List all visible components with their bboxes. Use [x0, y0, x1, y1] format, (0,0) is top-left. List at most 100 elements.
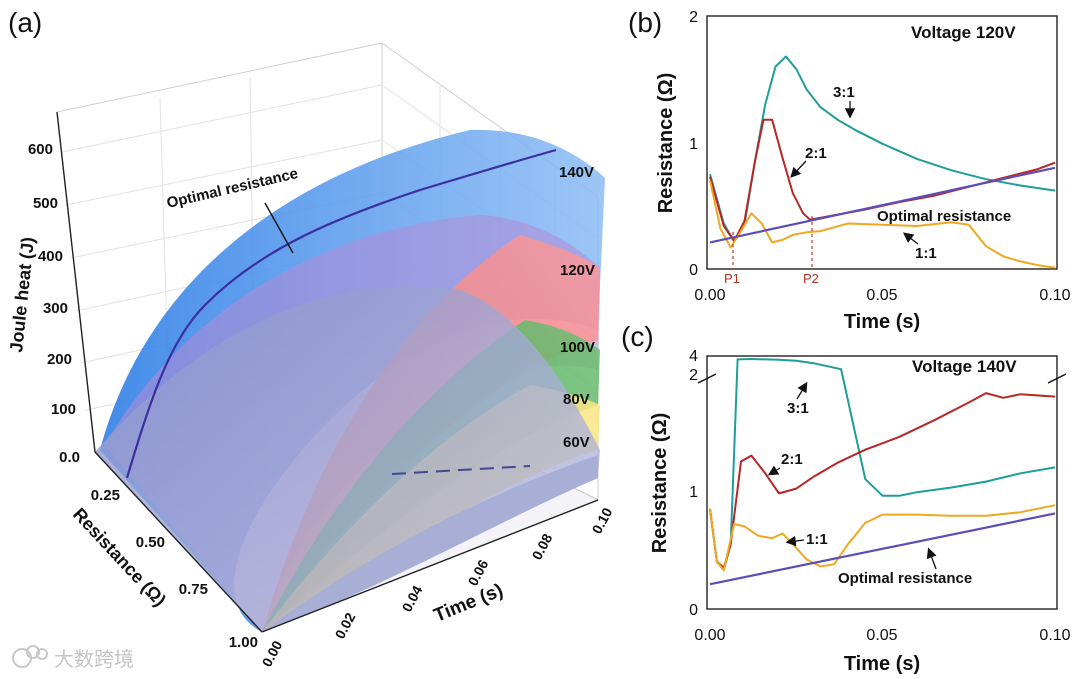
series-line-optimal-resistance	[709, 166, 1056, 244]
y-tick: 0	[689, 262, 698, 279]
surface-labels: 140V 120V 100V 80V 60V	[559, 164, 595, 451]
title-c: Voltage 140V	[912, 357, 1017, 376]
optimal-resistance-dash	[391, 465, 531, 475]
r-tick: 0.50	[136, 534, 165, 551]
series-group-b	[709, 55, 1056, 269]
series-line-3-1	[709, 358, 1056, 572]
panel-c: (c) 0 1 2 4 0.00 0.05 0.10 Time (s) Resi…	[621, 321, 1071, 675]
watermark-text: 大数跨境	[54, 648, 134, 671]
arrow-3-1	[796, 381, 808, 400]
series-group-c	[709, 358, 1056, 586]
series-line-2-1	[709, 392, 1056, 569]
z-tick: 400	[38, 248, 63, 265]
z-tick: 600	[28, 141, 53, 158]
label-100v: 100V	[560, 339, 595, 356]
plot-frame-b	[706, 15, 1058, 270]
z-ticks: 0.0 100 200 300 400 500 600	[28, 141, 80, 466]
panel-a: 0.0 100 200 300 400 500 600 0.25 0.50 0.…	[6, 7, 615, 669]
arrow-1-1	[902, 232, 919, 245]
label-140v: 140V	[559, 164, 594, 181]
x-ticks-b: 0.00 0.05 0.10	[694, 287, 1070, 304]
x-tick: 0.00	[694, 627, 725, 644]
r-tick: 0.75	[179, 581, 208, 598]
axis-resistance	[94, 451, 263, 633]
weibo-icon	[12, 645, 48, 668]
series-label-optimal: Optimal resistance	[838, 570, 972, 587]
markers-b: P1 P2	[724, 216, 819, 286]
y-tick: 0	[689, 602, 698, 619]
optimal-resistance-curve	[125, 148, 557, 479]
axis-z	[56, 111, 96, 453]
series-label-2-1: 2:1	[781, 451, 803, 468]
x-tick: 0.10	[1039, 287, 1070, 304]
panel-label-b: (b)	[628, 7, 662, 38]
x-tick: 0.00	[694, 287, 725, 304]
panel-label-a: (a)	[8, 7, 42, 38]
series-line-optimal-resistance	[709, 512, 1056, 586]
y-tick: 2	[689, 367, 698, 384]
y-tick: 1	[689, 484, 698, 501]
title-b: Voltage 120V	[911, 23, 1016, 42]
y-axis-label-b: Resistance (Ω)	[655, 73, 677, 214]
y-axis-label-c: Resistance (Ω)	[649, 413, 671, 554]
time-axis-label: Time (s)	[431, 580, 506, 627]
axis-time	[261, 499, 599, 633]
series-label-3-1: 3:1	[833, 84, 855, 101]
z-tick: 500	[33, 195, 58, 212]
t-tick: 0.04	[399, 583, 426, 615]
marker-p1: P1	[724, 271, 740, 286]
surface-60v	[95, 286, 600, 632]
z-tick: 200	[47, 351, 72, 368]
x-tick: 0.05	[866, 287, 897, 304]
z-tick: 100	[51, 401, 76, 418]
r-tick: 1.00	[229, 634, 258, 651]
x-tick: 0.10	[1039, 627, 1070, 644]
axis-break-c	[697, 373, 1067, 384]
resistance-ticks: 0.25 0.50 0.75 1.00	[91, 487, 258, 651]
y-tick: 4	[689, 348, 698, 365]
y-tick: 2	[689, 9, 698, 26]
x-axis-label-b: Time (s)	[844, 311, 920, 333]
label-60v: 60V	[563, 434, 590, 451]
arrow-optimal	[926, 547, 937, 570]
series-label-optimal: Optimal resistance	[877, 208, 1011, 225]
panel-label-c: (c)	[621, 321, 654, 352]
z-axis-label: Joule heat (J)	[6, 236, 38, 353]
break-left	[697, 373, 717, 384]
watermark: 大数跨境	[12, 645, 134, 671]
t-tick: 0.02	[332, 610, 359, 642]
series-label-3-1: 3:1	[787, 400, 809, 417]
arrow-1-1	[785, 535, 805, 547]
arrow-2-1	[790, 160, 807, 178]
arrow-2-1	[767, 465, 781, 476]
annotation-arrow	[264, 202, 294, 254]
label-120v: 120V	[560, 262, 595, 279]
z-tick: 0.0	[59, 449, 80, 466]
x-axis-label-c: Time (s)	[844, 653, 920, 675]
y-ticks-b: 0 1 2	[689, 9, 698, 279]
break-right	[1047, 373, 1067, 384]
surface-60v-top	[262, 455, 598, 632]
x-tick: 0.05	[866, 627, 897, 644]
panel-b: (b) P1 P2 0 1 2 0.00 0.05 0.10 Time (s) …	[628, 7, 1071, 333]
y-ticks-c: 0 1 2 4	[689, 348, 698, 619]
t-tick: 0.10	[589, 505, 616, 537]
label-80v: 80V	[563, 391, 590, 408]
series-line-1-1	[709, 180, 1056, 269]
legend-b: 3:1 2:1 Optimal resistance 1:1	[790, 84, 1011, 262]
z-tick: 300	[43, 300, 68, 317]
t-tick: 0.00	[259, 638, 286, 670]
series-label-1-1: 1:1	[806, 531, 828, 548]
series-label-2-1: 2:1	[805, 145, 827, 162]
resistance-axis-label: Resistance (Ω)	[69, 504, 170, 610]
legend-c: 3:1 2:1 1:1 Optimal resistance	[767, 381, 972, 587]
series-label-1-1: 1:1	[915, 245, 937, 262]
plot-frame-c	[706, 355, 1058, 610]
x-ticks-c: 0.00 0.05 0.10	[694, 627, 1070, 644]
marker-p2: P2	[803, 271, 819, 286]
r-tick: 0.25	[91, 487, 120, 504]
series-line-1-1	[709, 504, 1056, 572]
t-tick: 0.08	[529, 531, 556, 563]
y-tick: 1	[689, 136, 698, 153]
